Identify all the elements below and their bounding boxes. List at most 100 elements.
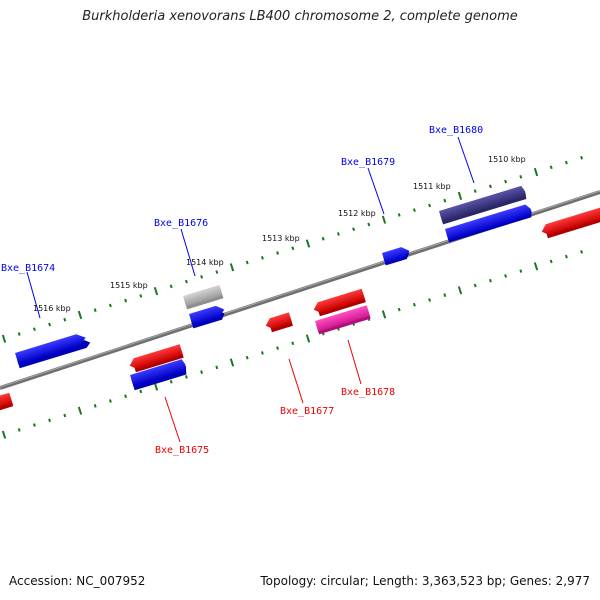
outer-tick-15: [229, 263, 235, 272]
leader-bxe-b1675: [164, 396, 181, 443]
leader-bxe-b1674: [26, 271, 41, 319]
outer-tick-38: [580, 155, 584, 160]
inner-tick-0: [1, 430, 7, 439]
inner-tick-33: [504, 274, 508, 278]
outer-tick-30: [457, 191, 463, 200]
inner-tick-32: [488, 278, 492, 283]
kbp-label-1516: 1516 kbp: [33, 304, 71, 313]
outer-tick-0: [1, 334, 7, 343]
outer-tick-14: [215, 270, 219, 274]
gene-feature-bxe-b1678[interactable]: [315, 305, 371, 335]
inner-tick-13: [200, 370, 204, 375]
gene-feature-reverse-mid[interactable]: [312, 288, 366, 318]
outer-tick-13: [200, 274, 204, 279]
inner-tick-38: [580, 249, 584, 254]
outer-tick-20: [305, 239, 311, 248]
label-leaders: [26, 136, 475, 443]
outer-tick-25: [381, 215, 387, 224]
gene-label-bxe-b1680[interactable]: Bxe_B1680: [429, 125, 483, 136]
outer-tick-3: [48, 322, 52, 327]
outer-tick-21: [321, 236, 325, 241]
outer-tick-27: [412, 208, 416, 213]
genome-summary-text: Topology: circular; Length: 3,363,523 bp…: [260, 574, 590, 588]
inner-tick-12: [184, 375, 188, 379]
inner-tick-16: [245, 355, 249, 360]
outer-tick-19: [291, 246, 295, 251]
inner-tick-26: [397, 307, 401, 312]
inner-tick-6: [93, 403, 97, 408]
gene-feature-reverse-edge[interactable]: [0, 392, 14, 412]
gene-feature-bxe-b1675[interactable]: [130, 359, 188, 391]
outer-tick-16: [245, 260, 249, 265]
inner-tick-17: [260, 351, 264, 355]
gene-label-bxe-b1679[interactable]: Bxe_B1679: [341, 157, 395, 168]
outer-tick-5: [77, 310, 83, 320]
accession-text: Accession: NC_007952: [9, 574, 146, 588]
gene-feature-bxe-b1679[interactable]: [382, 245, 412, 266]
inner-tick-4: [63, 413, 67, 418]
inner-tick-10: [153, 382, 159, 391]
leader-bxe-b1678: [347, 339, 362, 385]
inner-tick-3: [48, 418, 52, 423]
outer-tick-track: [1, 155, 584, 343]
outer-tick-35: [533, 167, 539, 177]
inner-tick-37: [564, 254, 568, 259]
outer-tick-17: [260, 255, 264, 260]
outer-tick-6: [93, 308, 97, 313]
outer-tick-23: [352, 227, 356, 232]
leader-bxe-b1679: [367, 167, 385, 215]
gene-feature-bxe-b1675-red[interactable]: [128, 344, 184, 373]
inner-tick-35: [533, 262, 539, 271]
inner-tick-15: [229, 358, 235, 367]
outer-tick-8: [124, 298, 128, 303]
gene-feature-bxe-b1674[interactable]: [15, 331, 91, 369]
inner-tick-30: [457, 286, 463, 295]
gene-label-bxe-b1677[interactable]: Bxe_B1677: [280, 406, 334, 417]
kbp-label-1513: 1513 kbp: [262, 234, 300, 243]
gene-label-bxe-b1678[interactable]: Bxe_B1678: [341, 387, 395, 398]
inner-tick-34: [519, 269, 523, 273]
inner-tick-8: [124, 394, 128, 399]
outer-tick-10: [153, 286, 159, 296]
gene-feature-bxe-b1680-trna[interactable]: [439, 185, 527, 225]
map-title: Burkholderia xenovorans LB400 chromosome…: [82, 9, 518, 24]
inner-tick-2: [32, 423, 36, 427]
outer-tick-22: [336, 232, 340, 236]
inner-tick-20: [305, 334, 311, 343]
kbp-label-1515: 1515 kbp: [110, 281, 148, 290]
outer-tick-29: [443, 198, 447, 203]
outer-tick-9: [139, 294, 143, 298]
leader-bxe-b1677: [288, 358, 304, 404]
inner-tick-track: [1, 249, 584, 439]
leader-bxe-b1676: [180, 228, 196, 277]
inner-tick-25: [381, 310, 387, 319]
leader-bxe-b1680: [457, 136, 475, 184]
outer-tick-7: [108, 303, 112, 308]
outer-tick-11: [169, 284, 173, 289]
gene-feature-bxe-b1676[interactable]: [189, 304, 227, 329]
gene-label-bxe-b1675[interactable]: Bxe_B1675: [155, 445, 209, 456]
gene-feature-bxe-b1680-cds[interactable]: [445, 203, 533, 243]
outer-tick-32: [488, 184, 492, 189]
gene-label-bxe-b1676[interactable]: Bxe_B1676: [154, 218, 208, 229]
gene-feature-reverse-right[interactable]: [540, 205, 600, 240]
kbp-label-1512: 1512 kbp: [338, 209, 376, 218]
kbp-labels: 1510 kbp 1511 kbp 1512 kbp 1513 kbp 1514…: [33, 155, 526, 313]
inner-tick-7: [108, 399, 112, 403]
outer-tick-18: [276, 251, 280, 255]
outer-tick-37: [564, 160, 568, 165]
outer-tick-26: [397, 213, 401, 217]
inner-tick-9: [139, 389, 143, 394]
gene-feature-pseudo[interactable]: [183, 284, 224, 310]
inner-tick-11: [169, 379, 173, 384]
inner-tick-1: [17, 428, 21, 432]
outer-tick-31: [473, 189, 477, 193]
outer-tick-24: [367, 222, 371, 227]
gene-label-bxe-b1674[interactable]: Bxe_B1674: [1, 263, 55, 274]
gene-feature-bxe-b1677[interactable]: [264, 312, 293, 333]
inner-tick-36: [549, 259, 553, 264]
inner-tick-5: [77, 406, 83, 415]
inner-tick-19: [291, 341, 295, 346]
inner-tick-31: [473, 283, 477, 288]
